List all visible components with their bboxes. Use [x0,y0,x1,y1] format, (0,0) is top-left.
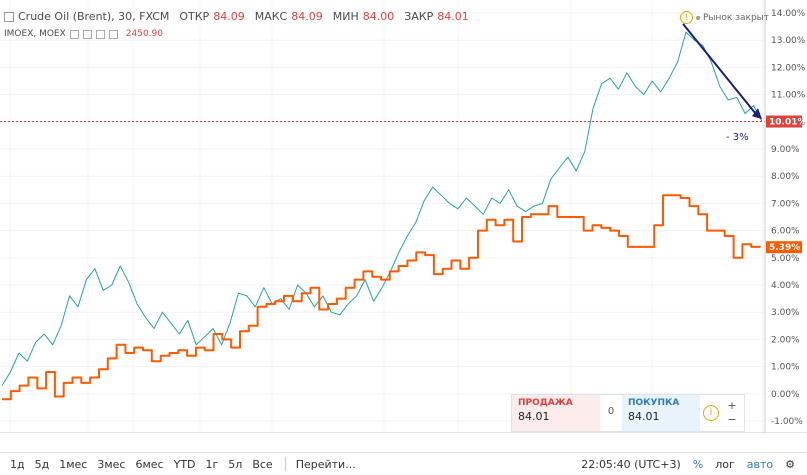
range-1y[interactable]: 1г [206,458,219,471]
y-tick-label: 2.00% [771,335,800,345]
price-chart[interactable]: - 3% 14.00%13.00%12.00%11.00%10.00%9.00%… [0,0,807,433]
trend-annotation: - 3% [726,132,749,143]
clock-icon[interactable]: ! [680,11,693,24]
y-tick-label: 6.00% [771,227,800,237]
bottom-toolbar: 1д 5д 1мес 3мес 6мес YTD 1г 5л Все Перей… [0,452,807,475]
compare-value: 2450.90 [126,29,163,39]
high-label: МАКС [255,10,288,23]
status-dot-icon [696,16,700,20]
symbol-title[interactable]: Crude Oil (Brent), 30, FXCM [18,10,169,23]
main-legend: Crude Oil (Brent), 30, FXCM ОТКР 84.09 МА… [4,10,469,23]
y-tick-label: 14.00% [771,9,806,19]
y-tick-label: 7.00% [771,199,800,209]
low-label: МИН [333,10,359,23]
buy-label: ПОКУПКА [628,398,694,408]
trend-arrow [683,24,762,119]
buy-price: 84.01 [628,410,694,423]
sell-label: ПРОДАЖА [518,398,594,408]
sell-button[interactable]: ПРОДАЖА 84.01 [512,395,600,431]
range-5d[interactable]: 5д [35,458,50,471]
close-label: ЗАКР [404,10,433,23]
collapse-icon[interactable] [4,12,14,22]
compare-legend: IMOEX, MOEX 2450.90 [4,29,163,39]
sell-price: 84.01 [518,410,594,423]
compare-symbol[interactable]: IMOEX, MOEX [4,29,66,39]
range-1d[interactable]: 1д [10,458,25,471]
range-ytd[interactable]: YTD [174,458,196,471]
y-axis: 14.00%13.00%12.00%11.00%10.00%9.00%8.00%… [765,0,807,433]
y-tick-label: 12.00% [771,63,806,73]
info-button[interactable]: i [700,395,722,431]
quantity[interactable]: 0 [600,395,622,431]
range-all[interactable]: Все [252,458,272,471]
auto-scale-button[interactable]: авто [747,458,773,471]
y-tick-label: 1.00% [771,363,800,373]
y-tick-label: 8.00% [771,172,800,182]
info-icon: i [703,405,719,421]
y-tick-label: 3.00% [771,308,800,318]
gear-icon[interactable]: ⚙ [785,458,795,471]
chart-grid [0,0,765,433]
y-tick-label: -1.00% [771,417,803,427]
high-value: 84.09 [291,10,323,23]
y-tick-label: 13.00% [771,36,806,46]
toolbar-right: 22:05:40 (UTC+3) % лог авто ⚙ [581,453,807,475]
log-scale-button[interactable]: лог [715,458,735,471]
last-value-label: 10.01% [769,118,807,128]
percent-scale-button[interactable]: % [693,458,703,471]
last-value-label: 5.39% [769,243,800,253]
chart-series [2,32,762,399]
open-label: ОТКР [179,10,209,23]
market-status: ! Рынок закрыт [680,11,769,24]
range-6m[interactable]: 6мес [135,458,163,471]
toolbar-divider [285,457,286,471]
y-tick-label: 11.00% [771,91,806,101]
brent-series-line [2,32,762,386]
open-value: 84.09 [213,10,245,23]
y-tick-label: 9.00% [771,145,800,155]
quantity-stepper[interactable]: + − [722,395,742,431]
y-tick-label: 4.00% [771,281,800,291]
imoex-series-line [2,195,760,399]
buy-button[interactable]: ПОКУПКА 84.01 [622,395,700,431]
remove-icon[interactable] [96,30,105,39]
minus-icon[interactable]: − [727,413,736,427]
trend-arrow-line [683,24,756,114]
trade-panel: ПРОДАЖА 84.01 0 ПОКУПКА 84.01 i + − [511,394,745,432]
range-1m[interactable]: 1мес [59,458,87,471]
settings-icon[interactable] [83,30,92,39]
low-value: 84.00 [363,10,395,23]
goto-button[interactable]: Перейти... [296,458,356,471]
plus-icon[interactable]: + [727,399,736,413]
more-icon[interactable] [109,30,118,39]
y-tick-label: 0.00% [771,390,800,400]
range-5y[interactable]: 5л [228,458,242,471]
range-3m[interactable]: 3мес [97,458,125,471]
close-value: 84.01 [437,10,469,23]
clock-readout[interactable]: 22:05:40 (UTC+3) [581,458,681,471]
y-tick-label: 5.00% [771,254,800,264]
market-status-text: Рынок закрыт [703,13,769,23]
eye-icon[interactable] [70,30,79,39]
